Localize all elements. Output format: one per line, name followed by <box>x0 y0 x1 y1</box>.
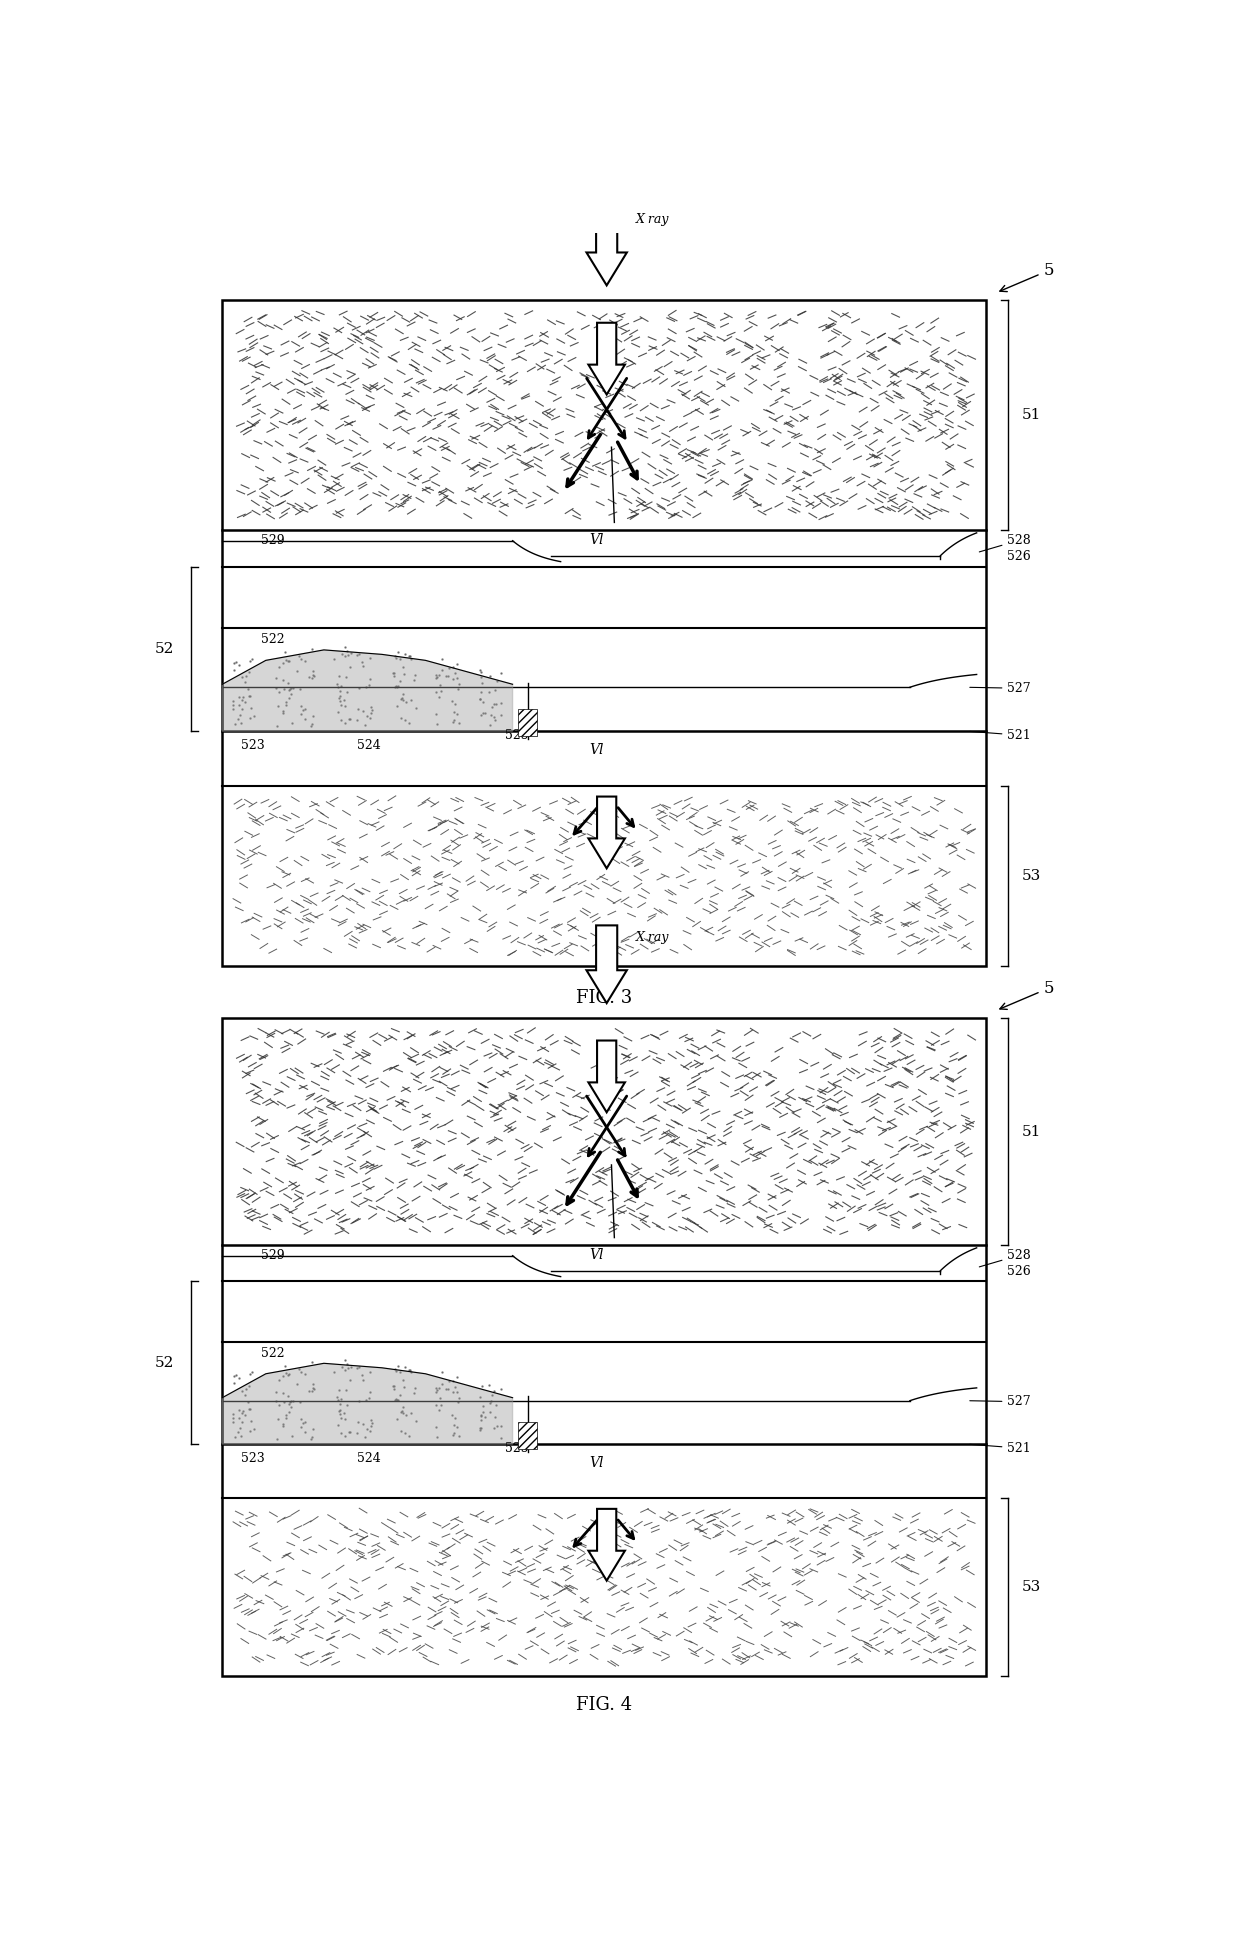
Text: 524: 524 <box>357 740 381 752</box>
Bar <box>518 709 537 736</box>
Text: Vl: Vl <box>589 1456 604 1470</box>
Text: 528: 528 <box>980 534 1032 552</box>
Polygon shape <box>589 322 625 394</box>
Polygon shape <box>589 1509 625 1581</box>
Text: Vl: Vl <box>589 1247 604 1262</box>
Text: Vl: Vl <box>589 532 604 548</box>
Text: 52: 52 <box>155 1356 175 1369</box>
Text: 53: 53 <box>1022 868 1042 884</box>
Bar <box>518 1422 537 1449</box>
Text: 522: 522 <box>260 633 284 647</box>
Polygon shape <box>587 926 627 1004</box>
Text: 524: 524 <box>357 1453 381 1464</box>
Text: X ray: X ray <box>635 930 670 944</box>
Text: 527: 527 <box>970 1394 1030 1408</box>
Text: 526: 526 <box>1007 1266 1032 1278</box>
Text: 5: 5 <box>999 262 1054 291</box>
Text: Vl: Vl <box>589 744 604 757</box>
Text: 522: 522 <box>260 1348 284 1359</box>
Text: 525: 525 <box>505 728 528 742</box>
Text: 523: 523 <box>242 1453 265 1464</box>
Text: 527: 527 <box>970 682 1030 695</box>
Polygon shape <box>589 796 625 868</box>
Bar <box>222 1018 986 1676</box>
Text: 52: 52 <box>155 643 175 656</box>
Polygon shape <box>589 1041 625 1113</box>
Text: 523: 523 <box>242 740 265 752</box>
Text: FIG. 3: FIG. 3 <box>577 988 632 1008</box>
Text: FIG. 4: FIG. 4 <box>577 1697 632 1715</box>
Text: 53: 53 <box>1022 1581 1042 1594</box>
Text: 529: 529 <box>260 534 284 548</box>
Text: 51: 51 <box>1022 408 1042 421</box>
Text: 529: 529 <box>260 1249 284 1262</box>
Polygon shape <box>222 651 512 732</box>
Text: 528: 528 <box>980 1249 1032 1266</box>
Text: 5: 5 <box>999 979 1054 1010</box>
Text: 521: 521 <box>970 728 1032 742</box>
Text: 521: 521 <box>970 1441 1032 1455</box>
Polygon shape <box>222 1363 512 1445</box>
Text: X ray: X ray <box>635 214 670 225</box>
Text: 51: 51 <box>1022 1124 1042 1138</box>
Text: 526: 526 <box>1007 550 1032 563</box>
Polygon shape <box>587 208 627 285</box>
Bar <box>222 301 986 965</box>
Text: 525: 525 <box>505 1441 528 1455</box>
